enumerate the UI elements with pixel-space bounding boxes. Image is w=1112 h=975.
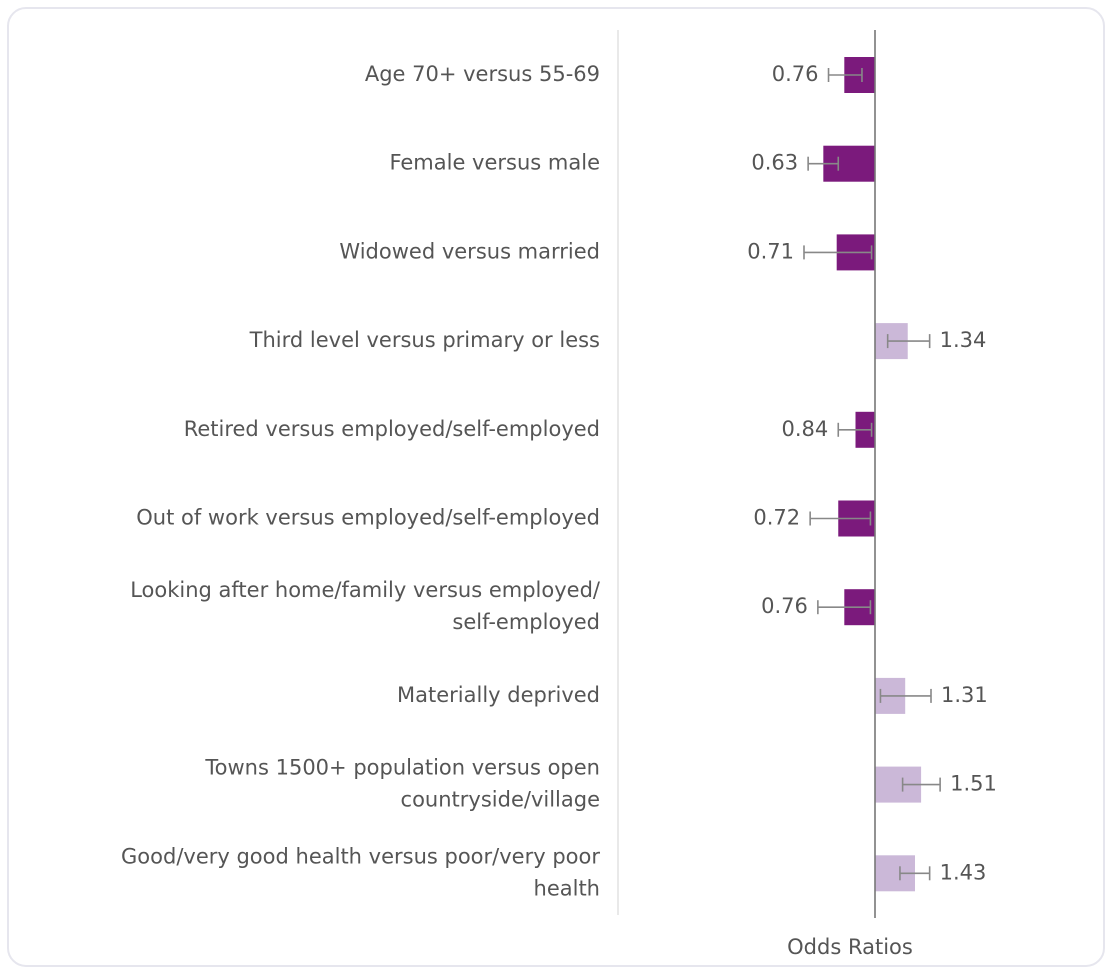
value-label: 0.71 <box>747 239 794 263</box>
value-label: 1.34 <box>940 328 987 352</box>
value-label: 0.63 <box>751 151 798 175</box>
value-label: 1.51 <box>950 772 997 796</box>
category-label: countryside/village <box>401 788 600 812</box>
value-label: 0.84 <box>781 417 828 441</box>
category-label: Good/very good health versus poor/very p… <box>121 844 600 868</box>
category-label: Towns 1500+ population versus open <box>204 756 600 780</box>
category-label: Third level versus primary or less <box>249 328 600 352</box>
value-label: 0.76 <box>761 594 808 618</box>
value-label: 1.43 <box>940 860 987 884</box>
category-label: Looking after home/family versus employe… <box>130 578 601 602</box>
category-label: Out of work versus employed/self-employe… <box>136 506 600 530</box>
value-label: 1.31 <box>941 683 988 707</box>
category-label: Widowed versus married <box>339 239 600 263</box>
value-label: 0.72 <box>753 506 800 530</box>
x-axis-label: Odds Ratios <box>787 935 913 959</box>
value-label: 0.76 <box>772 62 819 86</box>
category-label: Materially deprived <box>397 683 600 707</box>
category-label: self-employed <box>452 610 600 634</box>
card <box>7 7 1105 967</box>
category-label: health <box>534 876 600 900</box>
category-label: Age 70+ versus 55-69 <box>365 62 600 86</box>
category-label: Retired versus employed/self-employed <box>184 417 600 441</box>
category-label: Female versus male <box>389 151 600 175</box>
